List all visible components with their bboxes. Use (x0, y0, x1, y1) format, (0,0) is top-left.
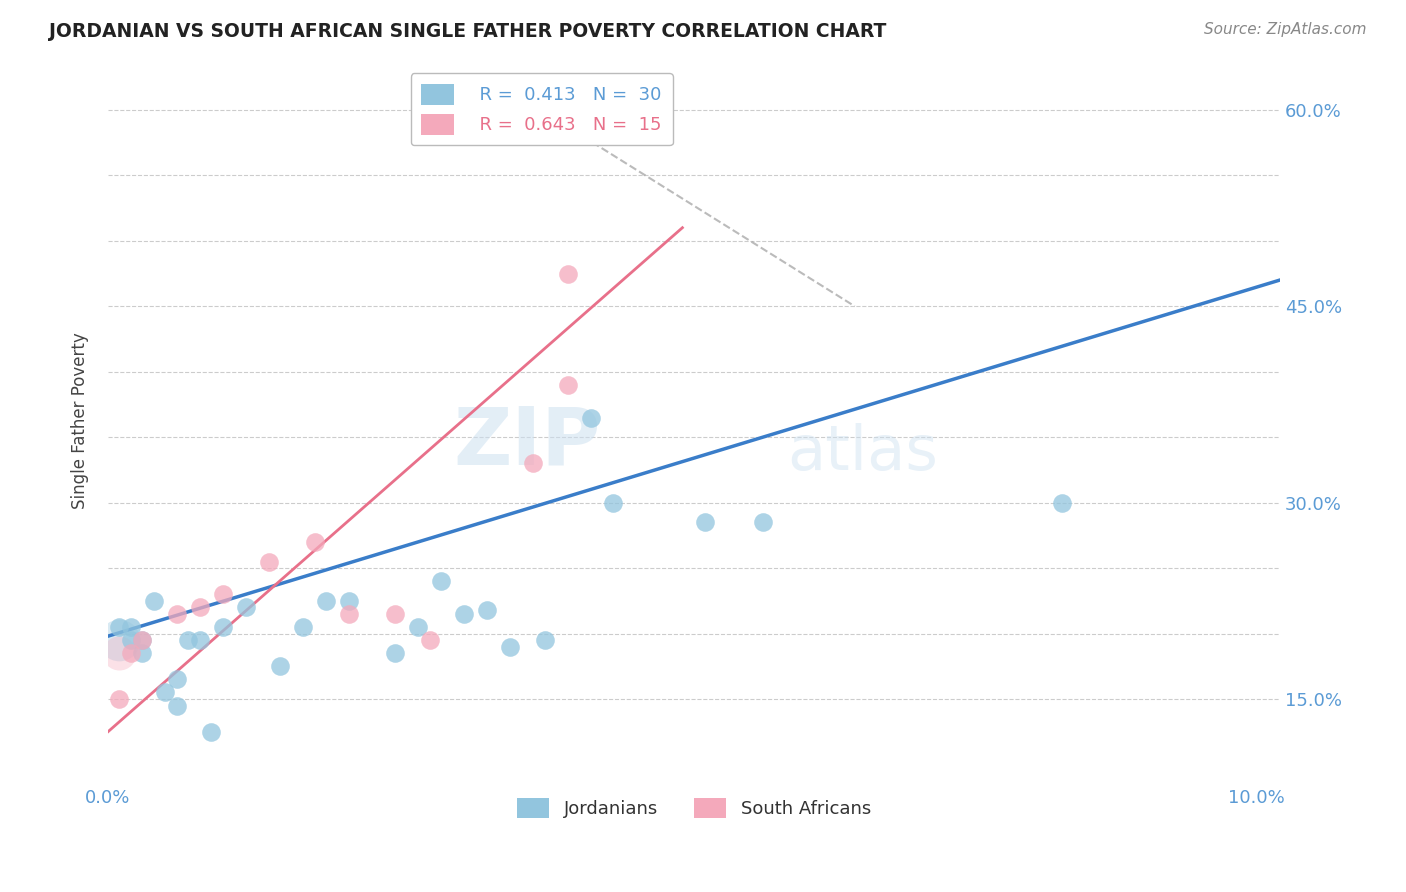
Point (177, 633, 200, 648)
Point (557, 267, 579, 281)
Point (269, 659, 291, 673)
Point (200, 724, 222, 739)
Point (142, 594, 165, 608)
Point (120, 633, 142, 648)
Point (419, 633, 441, 648)
Point (1050, 495, 1073, 509)
Point (337, 594, 360, 608)
Point (752, 516, 775, 530)
Point (337, 607, 360, 621)
Point (108, 620, 131, 634)
Point (120, 620, 142, 634)
Point (131, 633, 153, 648)
Text: JORDANIAN VS SOUTH AFRICAN SINGLE FATHER POVERTY CORRELATION CHART: JORDANIAN VS SOUTH AFRICAN SINGLE FATHER… (49, 22, 887, 41)
Point (131, 646, 153, 660)
Point (315, 594, 337, 608)
Point (235, 600, 257, 615)
Point (384, 607, 406, 621)
Point (292, 620, 315, 634)
Point (384, 646, 406, 660)
Point (579, 410, 602, 425)
Y-axis label: Single Father Poverty: Single Father Poverty (72, 333, 89, 509)
Point (499, 640, 522, 654)
Point (120, 646, 142, 660)
Point (108, 633, 131, 648)
Point (406, 620, 429, 634)
Point (533, 633, 555, 648)
Point (188, 600, 211, 615)
Point (648, 122, 671, 136)
Point (131, 633, 153, 648)
Point (453, 607, 475, 621)
Point (602, 495, 624, 509)
Point (522, 456, 544, 470)
Point (304, 535, 326, 549)
Point (108, 646, 131, 660)
Legend: Jordanians, South Africans: Jordanians, South Africans (509, 790, 879, 826)
Point (695, 516, 717, 530)
Text: Source: ZipAtlas.com: Source: ZipAtlas.com (1204, 22, 1367, 37)
Point (212, 587, 235, 601)
Point (430, 574, 453, 589)
Text: ZIP: ZIP (453, 403, 600, 481)
Point (166, 607, 188, 621)
Point (475, 603, 498, 617)
Point (155, 685, 177, 699)
Point (108, 692, 131, 706)
Point (557, 377, 579, 392)
Point (166, 698, 188, 713)
Point (166, 673, 188, 687)
Point (188, 633, 211, 648)
Text: atlas: atlas (787, 423, 939, 483)
Point (257, 555, 280, 569)
Point (212, 620, 235, 634)
